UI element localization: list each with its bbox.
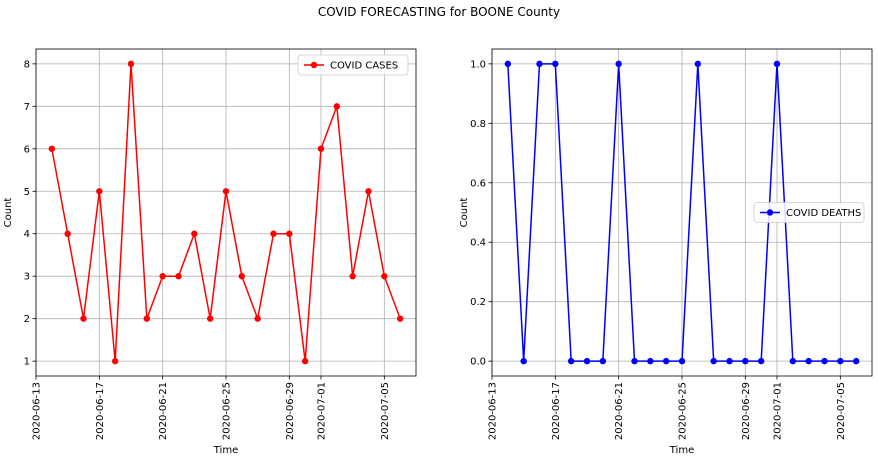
chart1: 1 2 3 4 5 6 7 8 2020-06-13 2020-06-17 2020-06-21 20… bbox=[3, 48, 417, 456]
chart2-legend: COVID DEATHS bbox=[753, 202, 865, 223]
chart1-point-10 bbox=[206, 315, 214, 322]
chart1-point-9 bbox=[191, 230, 198, 237]
chart1-point-7 bbox=[159, 273, 166, 280]
chart1-ytick-label-6: 7 bbox=[24, 102, 30, 113]
chart1-ytick-label-4: 5 bbox=[24, 187, 30, 198]
chart2-point-8 bbox=[631, 357, 638, 365]
chart2-point-4 bbox=[567, 357, 575, 365]
chart1-ytick-label-1: 2 bbox=[24, 314, 30, 325]
chart1-ytick-label-7: 8 bbox=[24, 59, 30, 70]
chart2-point-15 bbox=[742, 357, 749, 365]
chart1-point-18 bbox=[333, 103, 341, 110]
chart1-legend-box bbox=[297, 54, 409, 76]
chart2-point-3 bbox=[552, 60, 559, 68]
chart2-ytick-label-5: 1.0 bbox=[470, 59, 486, 70]
chart1-point-13 bbox=[254, 315, 261, 322]
chart1-point-2 bbox=[80, 315, 87, 322]
chart2-point-9 bbox=[647, 357, 654, 365]
chart1-point-21 bbox=[381, 273, 388, 280]
chart2-xtick-label-6: 2020-07-05 bbox=[836, 382, 847, 440]
chart2-point-1 bbox=[520, 357, 527, 365]
chart1-xtick-label-1: 2020-06-17 bbox=[95, 382, 106, 440]
chart2-xtick-label-3: 2020-06-25 bbox=[678, 382, 689, 440]
chart1-xtick-label-2: 2020-06-21 bbox=[158, 382, 169, 440]
chart1-legend-label: COVID CASES bbox=[330, 61, 398, 72]
chart2-legend-box bbox=[753, 202, 865, 223]
chart1-point-8 bbox=[175, 273, 182, 280]
chart1-point-1 bbox=[64, 230, 71, 237]
chart2-ytick-label-2: 0.4 bbox=[470, 238, 486, 249]
chart2-point-21 bbox=[837, 357, 844, 365]
chart2-ylabel: Count bbox=[459, 198, 470, 228]
chart1-ytick-label-0: 1 bbox=[24, 357, 30, 368]
chart2-ytick-label-4: 0.8 bbox=[470, 119, 486, 130]
chart1-xtick-label-0: 2020-06-13 bbox=[32, 382, 43, 440]
chart1-ytick-label-3: 4 bbox=[24, 229, 30, 240]
chart2-point-22 bbox=[852, 357, 860, 365]
chart2-xtick-label-0: 2020-06-13 bbox=[488, 382, 499, 440]
chart2-point-18 bbox=[789, 357, 797, 365]
chart2-xlabel: Time bbox=[669, 445, 694, 456]
chart2-point-10 bbox=[662, 357, 670, 365]
chart2-xtick-label-2: 2020-06-21 bbox=[614, 382, 625, 440]
chart2-point-12 bbox=[694, 60, 702, 68]
chart2-point-6 bbox=[599, 357, 607, 365]
chart2-point-0 bbox=[504, 60, 512, 68]
chart2-point-17 bbox=[773, 60, 781, 68]
chart1-point-15 bbox=[286, 230, 293, 237]
chart2-point-13 bbox=[710, 357, 717, 365]
chart2-point-7 bbox=[615, 60, 622, 68]
chart2-point-11 bbox=[678, 357, 686, 365]
chart1-ytick-label-5: 6 bbox=[24, 144, 30, 155]
chart2-legend-label: COVID DEATHS bbox=[786, 208, 861, 219]
chart2: 0.0 0.2 0.4 0.6 0.8 1.0 2020-06-13 2020-06-17 20… bbox=[459, 48, 873, 456]
chart1-point-6 bbox=[143, 315, 151, 322]
chart1-legend-marker bbox=[310, 61, 318, 69]
chart1-point-0 bbox=[48, 145, 56, 152]
chart2-xtick-label-1: 2020-06-17 bbox=[551, 382, 562, 440]
chart1-point-3 bbox=[96, 188, 103, 195]
chart1-xtick-label-6: 2020-07-05 bbox=[380, 382, 391, 440]
chart1-point-17 bbox=[317, 145, 325, 152]
chart1-legend: COVID CASES bbox=[297, 54, 409, 76]
chart2-ytick-label-1: 0.2 bbox=[470, 297, 486, 308]
chart2-ytick-label-0: 0.0 bbox=[470, 357, 486, 368]
figure-title: COVID FORECASTING for BOONE County bbox=[317, 5, 561, 19]
chart2-legend-marker bbox=[766, 209, 774, 216]
chart1-xtick-label-3: 2020-06-25 bbox=[222, 382, 233, 440]
chart2-ytick-label-3: 0.6 bbox=[470, 178, 486, 189]
chart1-ytick-label-2: 3 bbox=[24, 272, 30, 283]
chart2-point-20 bbox=[821, 357, 828, 365]
chart1-point-12 bbox=[238, 273, 246, 280]
chart1-point-16 bbox=[301, 357, 309, 365]
chart1-xlabel: Time bbox=[213, 445, 238, 456]
chart2-point-19 bbox=[805, 357, 812, 365]
chart2-xtick-label-4: 2020-06-29 bbox=[741, 382, 752, 440]
chart1-xtick-label-5: 2020-07-01 bbox=[317, 382, 328, 440]
chart2-point-16 bbox=[757, 357, 765, 365]
chart1-point-11 bbox=[222, 188, 230, 195]
chart2-xtick-label-5: 2020-07-01 bbox=[773, 382, 784, 440]
chart2-point-5 bbox=[583, 357, 591, 365]
chart1-point-20 bbox=[365, 188, 372, 195]
chart2-point-2 bbox=[536, 60, 543, 68]
chart1-point-5 bbox=[127, 60, 135, 68]
chart1-point-14 bbox=[270, 230, 277, 237]
chart1-xtick-label-4: 2020-06-29 bbox=[285, 382, 296, 440]
chart1-point-19 bbox=[349, 273, 356, 280]
chart2-point-14 bbox=[726, 357, 733, 365]
chart1-point-4 bbox=[111, 357, 119, 365]
chart1-point-22 bbox=[396, 315, 404, 322]
chart1-ylabel: Count bbox=[3, 198, 14, 228]
